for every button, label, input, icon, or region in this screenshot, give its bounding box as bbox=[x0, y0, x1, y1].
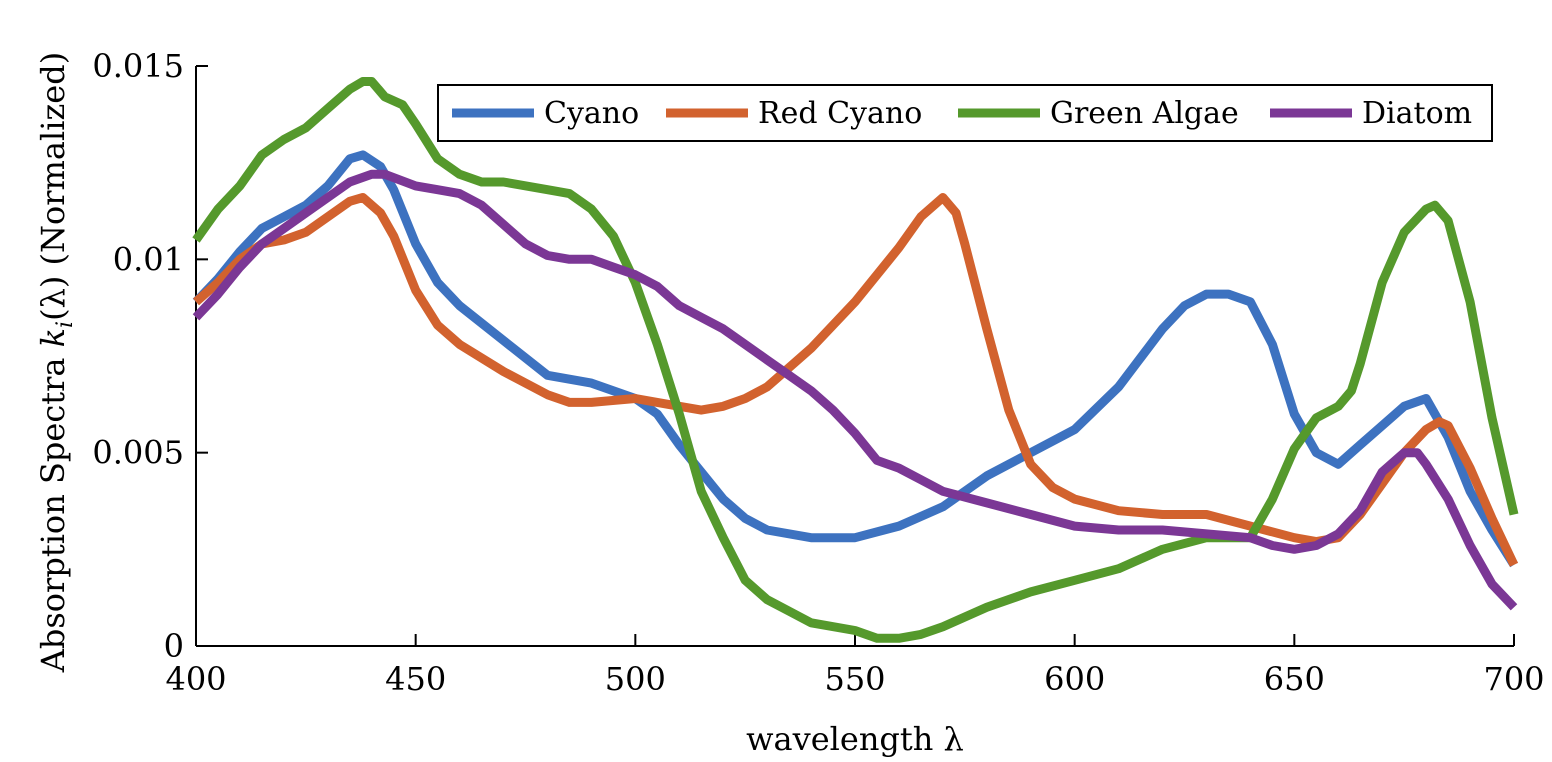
axes: 400 450 500 550 600 650 700 0 0.005 0.01 0.015 bbox=[92, 47, 1544, 698]
x-tick-label: 400 bbox=[165, 660, 226, 698]
y-tick-label: 0.015 bbox=[92, 47, 184, 85]
legend-items: Cyano Red Cyano Green Algae Diatom bbox=[452, 96, 1472, 131]
x-tick-label: 700 bbox=[1483, 660, 1544, 698]
series-line-red-cyano bbox=[193, 193, 1519, 567]
y-tick-label: 0 bbox=[164, 627, 184, 665]
legend-label-green-algae: Green Algae bbox=[1050, 96, 1239, 131]
x-tick-label: 650 bbox=[1264, 660, 1325, 698]
y-axis-title-prefix: Absorption Spectra bbox=[34, 347, 72, 673]
series-line-cyano bbox=[192, 150, 1518, 568]
legend: Cyano Red Cyano Green Algae Diatom bbox=[437, 84, 1493, 142]
y-ticks: 0 0.005 0.01 0.015 bbox=[92, 47, 208, 665]
legend-label-diatom: Diatom bbox=[1362, 96, 1472, 131]
y-axis-title-subscript: i bbox=[53, 321, 78, 328]
y-axis-title-variable: k bbox=[34, 328, 72, 347]
x-tick-label: 500 bbox=[605, 660, 666, 698]
series-lines bbox=[192, 77, 1519, 643]
y-tick-label: 0.01 bbox=[113, 240, 184, 278]
y-axis-title-suffix: (λ) (Normalized) bbox=[34, 52, 72, 321]
y-axis-title: Absorption Spectra ki(λ) (Normalized) bbox=[34, 52, 78, 673]
series-line-green-algae bbox=[192, 77, 1519, 643]
x-tick-label: 450 bbox=[385, 660, 446, 698]
series-line-diatom bbox=[192, 169, 1518, 611]
x-tick-label: 600 bbox=[1044, 660, 1105, 698]
x-axis-title: wavelength λ bbox=[746, 720, 964, 758]
legend-label-red-cyano: Red Cyano bbox=[758, 96, 922, 131]
y-tick-label: 0.005 bbox=[92, 434, 184, 472]
x-tick-label: 550 bbox=[824, 660, 885, 698]
x-ticks: 400 450 500 550 600 650 700 bbox=[165, 634, 1545, 698]
legend-label-cyano: Cyano bbox=[544, 96, 639, 131]
